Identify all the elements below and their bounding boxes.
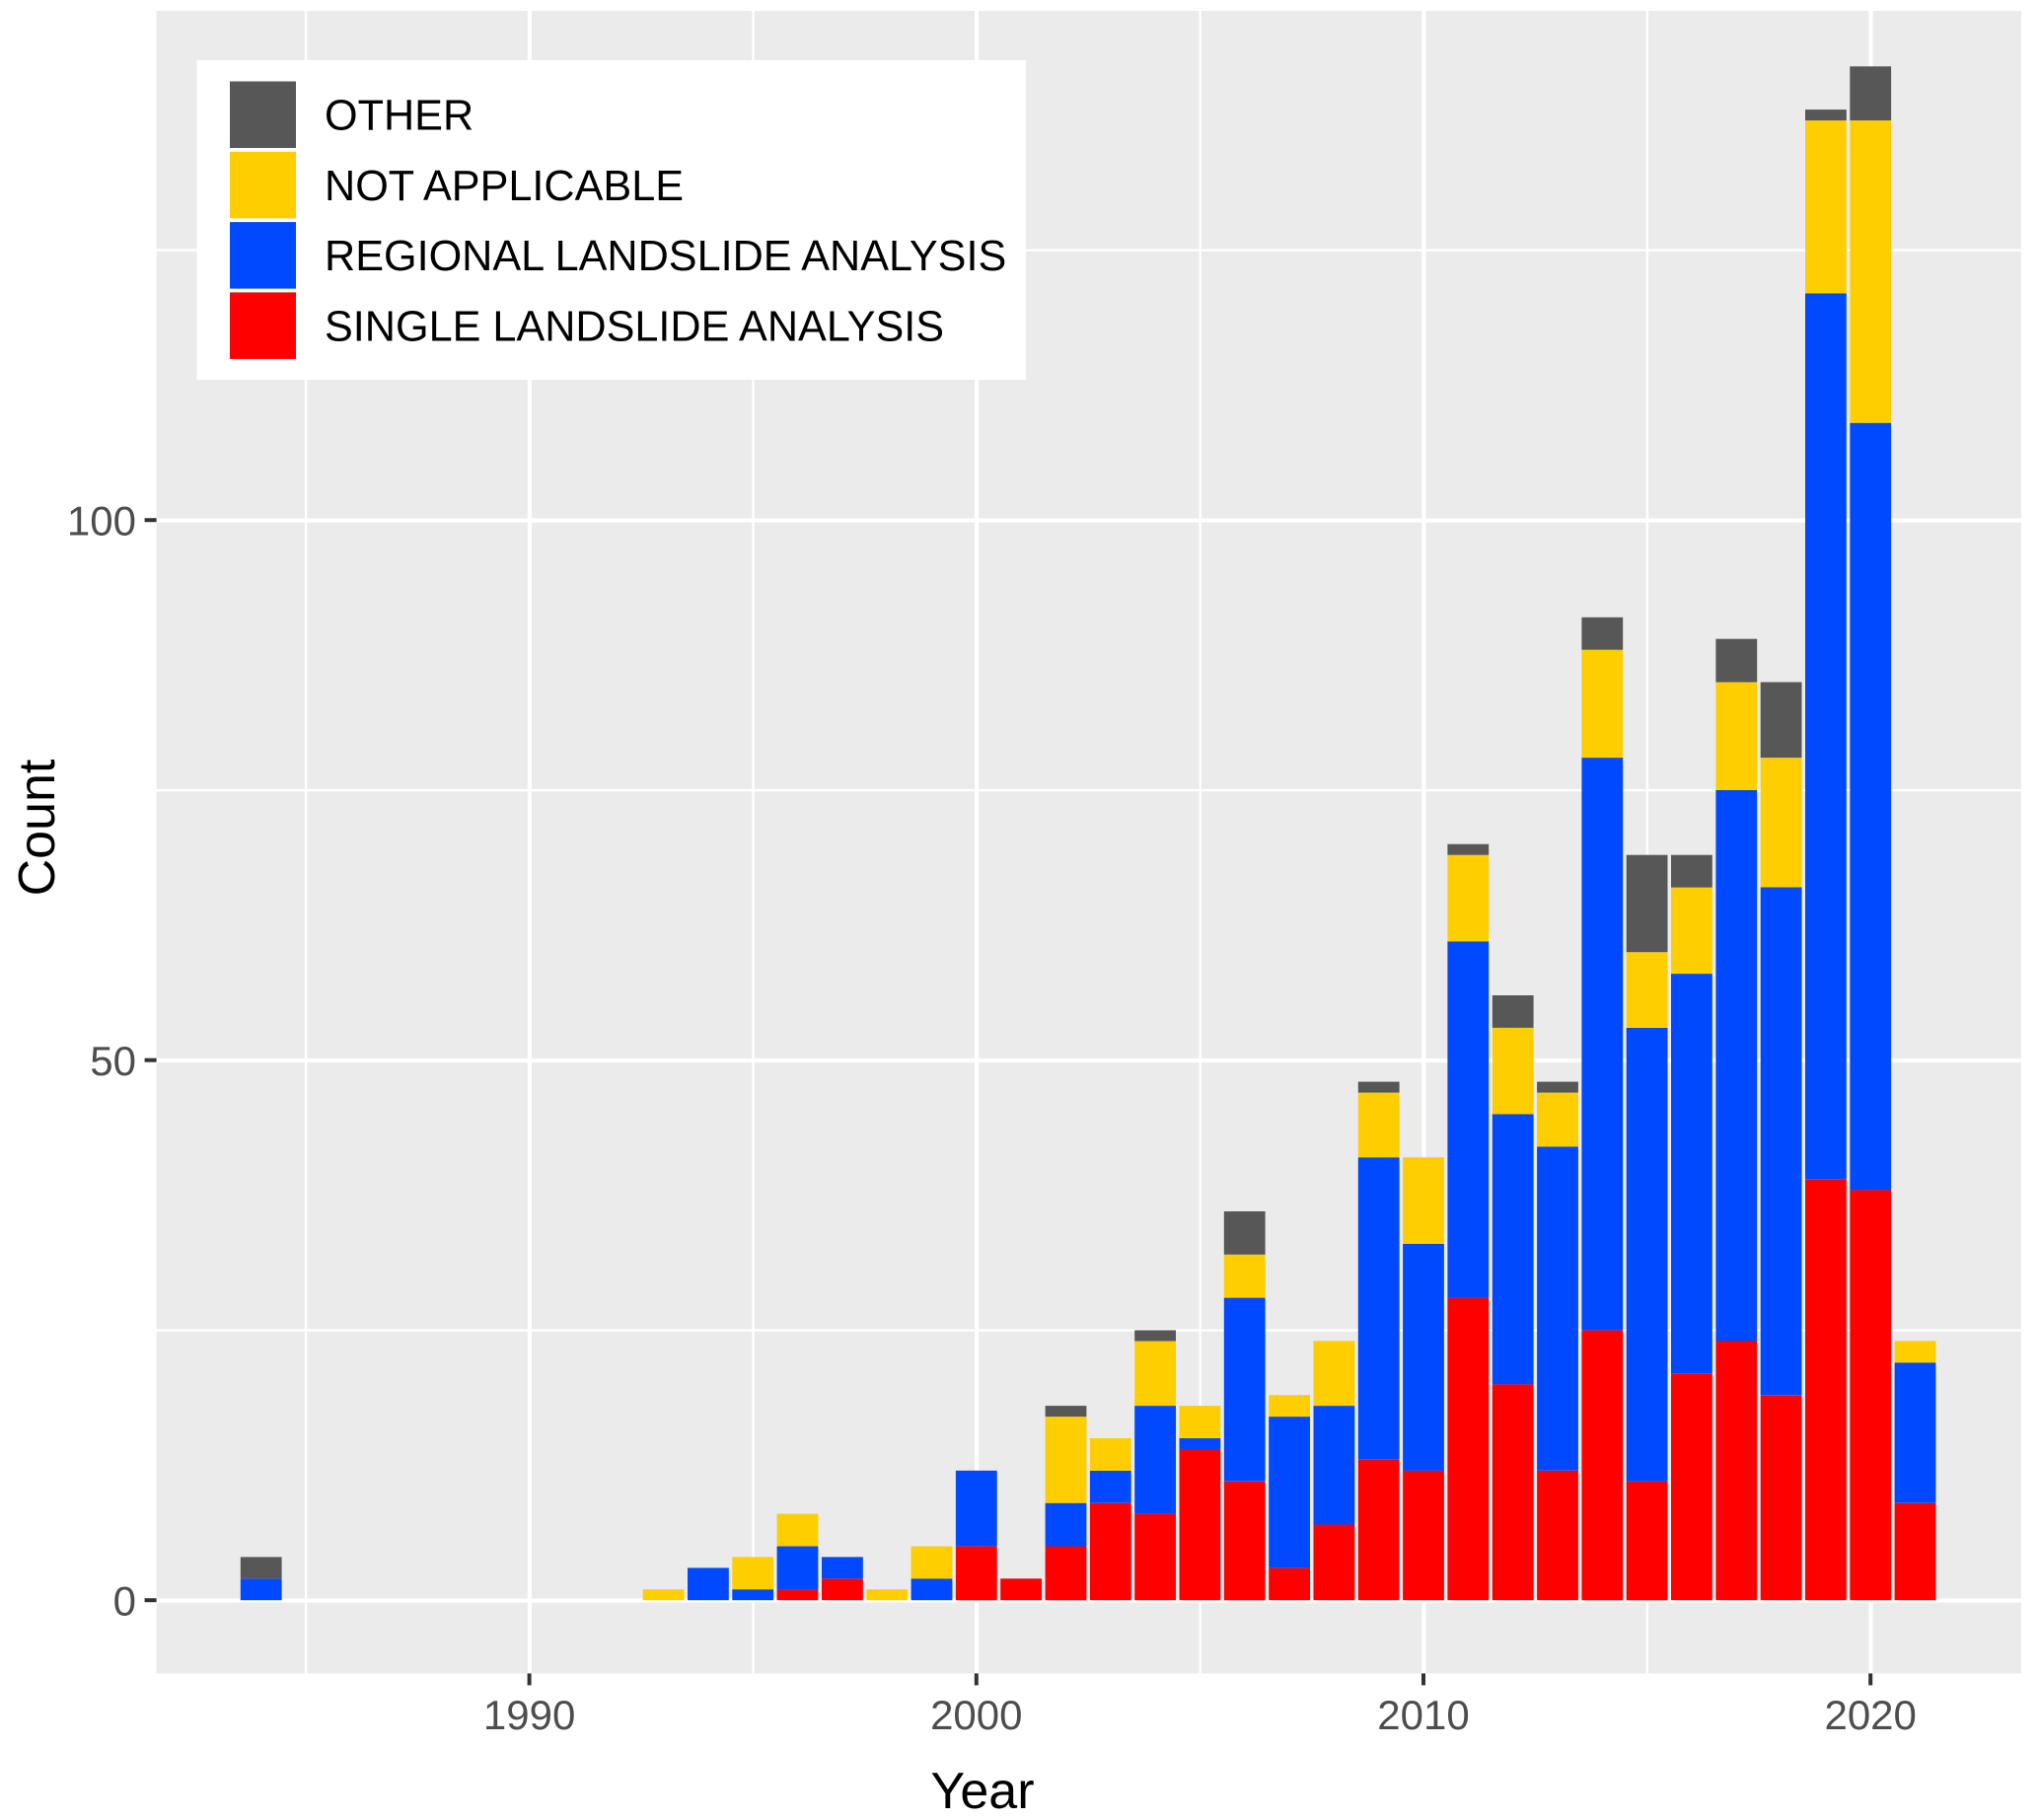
svg-text:NOT APPLICABLE: NOT APPLICABLE [325,163,684,210]
svg-text:2020: 2020 [1824,1692,1916,1738]
svg-text:2000: 2000 [930,1692,1022,1738]
svg-text:Count: Count [9,759,66,896]
svg-text:SINGLE LANDSLIDE ANALYSIS: SINGLE LANDSLIDE ANALYSIS [325,304,944,351]
svg-text:Year: Year [930,1763,1034,1820]
svg-text:2010: 2010 [1377,1692,1469,1738]
svg-text:100: 100 [67,498,136,545]
svg-text:1990: 1990 [483,1692,575,1738]
svg-text:OTHER: OTHER [325,93,473,140]
svg-text:REGIONAL LANDSLIDE ANALYSIS: REGIONAL LANDSLIDE ANALYSIS [325,233,1006,280]
svg-text:0: 0 [113,1578,136,1625]
svg-text:50: 50 [90,1038,136,1084]
